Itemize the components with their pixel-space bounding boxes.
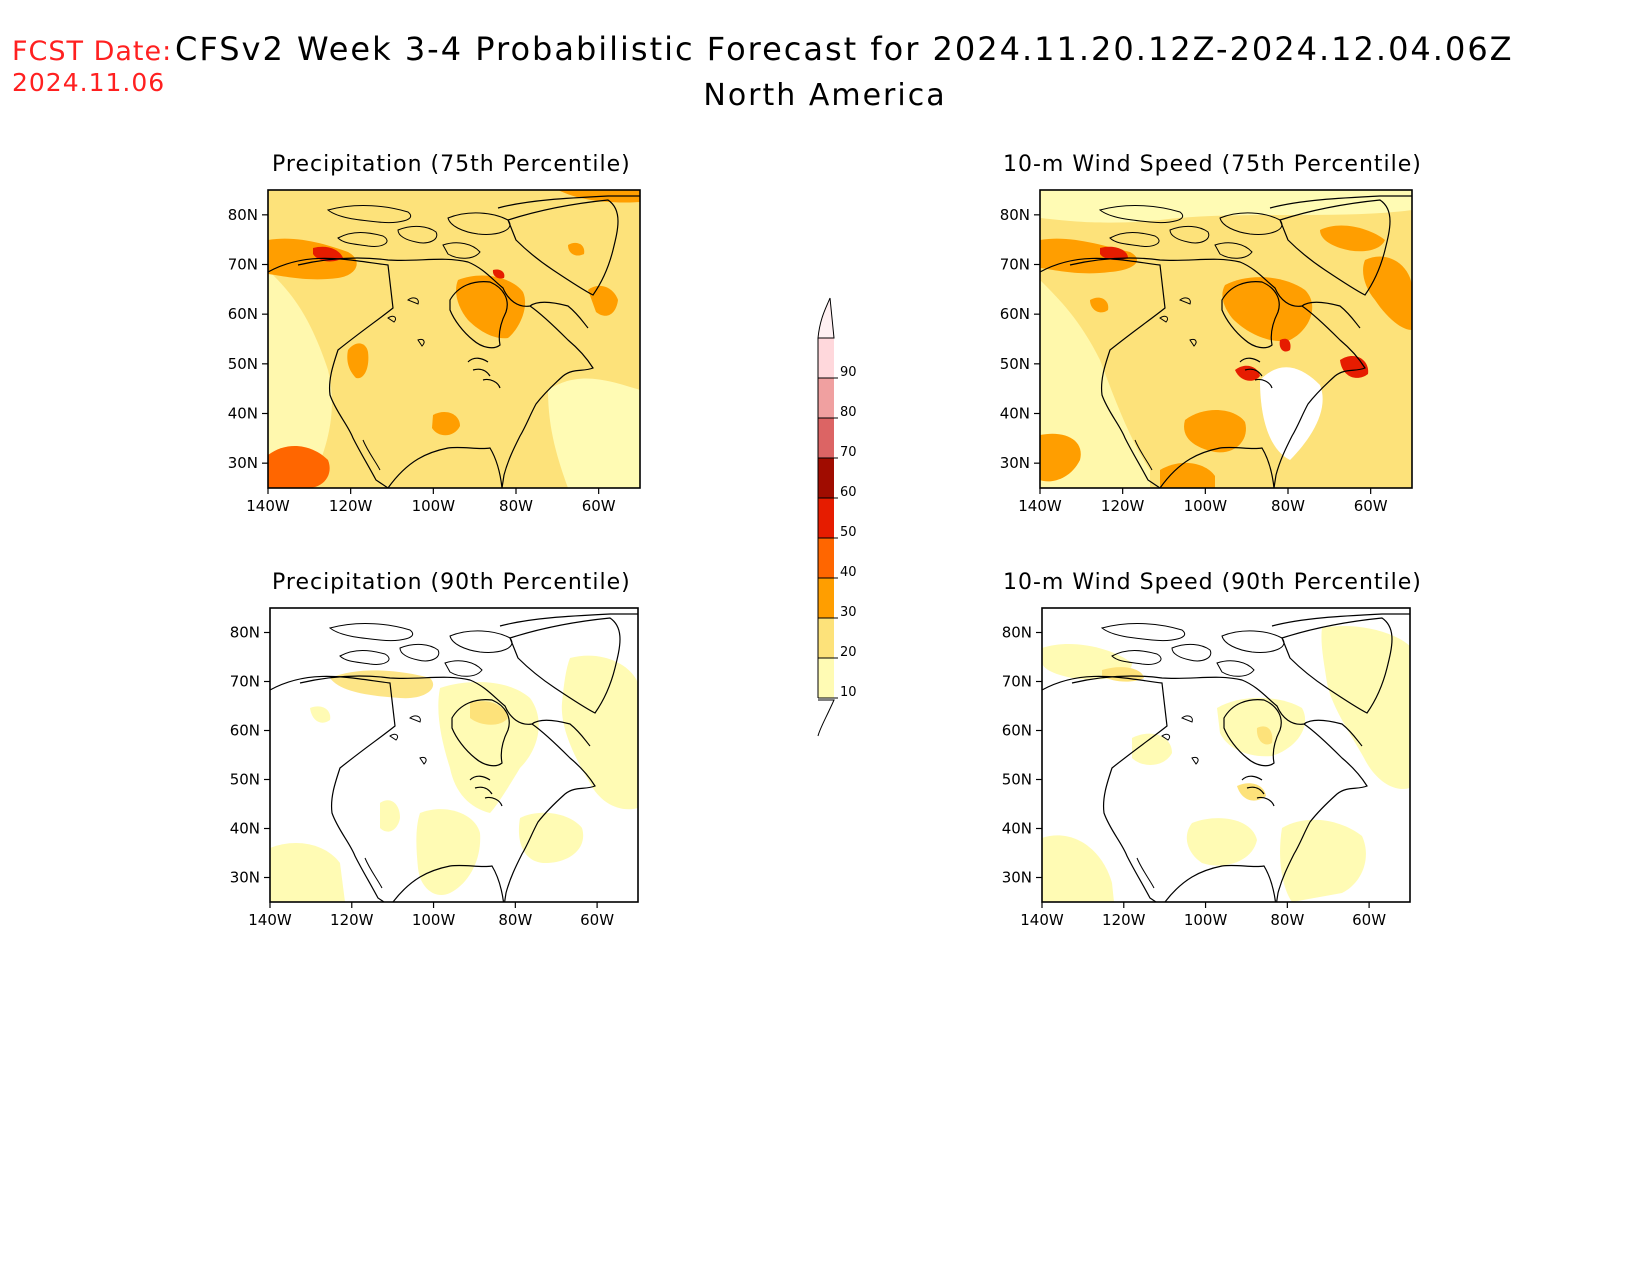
lat-tick-label: 60N: [1000, 305, 1030, 323]
colorbar-label: 20: [840, 645, 857, 660]
panel-title-precip-90: Precipitation (90th Percentile): [272, 570, 631, 595]
lat-tick-label: 40N: [1002, 820, 1032, 838]
lon-tick-label: 140W: [1018, 497, 1062, 515]
lon-tick-label: 140W: [246, 497, 290, 515]
lat-tick-label: 50N: [1000, 355, 1030, 373]
lat-tick-label: 50N: [228, 355, 258, 373]
lat-tick-label: 70N: [228, 256, 258, 274]
lon-tick-label: 100W: [412, 497, 456, 515]
colorbar-label: 30: [840, 605, 857, 620]
colorbar-label: 70: [840, 445, 857, 460]
lat-tick-label: 60N: [1002, 722, 1032, 740]
lon-tick-label: 140W: [248, 911, 292, 929]
lon-tick-label: 60W: [580, 911, 614, 929]
lat-tick-label: 30N: [230, 869, 260, 887]
lat-tick-label: 40N: [1000, 405, 1030, 423]
lat-tick-label: 60N: [228, 305, 258, 323]
map-panel-wind-75: [1039, 189, 1413, 489]
map-panel-precip-75: [267, 189, 641, 489]
lat-tick-label: 50N: [1002, 771, 1032, 789]
lon-tick-label: 60W: [1354, 497, 1388, 515]
colorbar-label: 10: [840, 685, 857, 700]
lat-tick-label: 70N: [230, 673, 260, 691]
panel-title-wind-90: 10-m Wind Speed (90th Percentile): [1003, 570, 1422, 595]
fcst-date-value: 2024.11.06: [12, 68, 166, 97]
colorbar-segment: [818, 658, 834, 698]
colorbar-bottom-cap: [817, 699, 835, 737]
colorbar-label: 80: [840, 405, 857, 420]
colorbar-segment: [818, 378, 834, 418]
colorbar-segment: [818, 578, 834, 618]
page-title: CFSv2 Week 3-4 Probabilistic Forecast fo…: [175, 30, 1514, 68]
lon-tick-label: 100W: [412, 911, 456, 929]
colorbar-label: 60: [840, 485, 857, 500]
lat-tick-label: 50N: [230, 771, 260, 789]
lat-tick-label: 70N: [1000, 256, 1030, 274]
lon-tick-label: 80W: [499, 497, 533, 515]
lon-tick-label: 100W: [1184, 497, 1228, 515]
lon-tick-label: 80W: [1270, 911, 1304, 929]
lon-tick-label: 120W: [329, 497, 373, 515]
colorbar: 10 20 30 40 50 60 70 80 90: [817, 297, 857, 737]
lat-tick-label: 70N: [1002, 673, 1032, 691]
map-panel-precip-90: [269, 607, 639, 903]
colorbar-segment: [818, 338, 834, 378]
lat-tick-label: 80N: [1002, 624, 1032, 642]
colorbar-segment: [818, 538, 834, 578]
lon-tick-label: 80W: [1271, 497, 1305, 515]
region-subtitle: North America: [703, 78, 947, 113]
lon-tick-label: 60W: [1352, 911, 1386, 929]
fcst-date-label: FCST Date:: [12, 36, 173, 67]
lon-tick-label: 120W: [1101, 497, 1145, 515]
colorbar-segment: [818, 618, 834, 658]
colorbar-label: 40: [840, 565, 857, 580]
lon-tick-label: 60W: [582, 497, 616, 515]
panel-title-wind-75: 10-m Wind Speed (75th Percentile): [1003, 152, 1422, 177]
lat-tick-label: 30N: [228, 454, 258, 472]
lat-tick-label: 80N: [1000, 206, 1030, 224]
lon-tick-label: 140W: [1020, 911, 1064, 929]
lon-tick-label: 120W: [1102, 911, 1146, 929]
lat-tick-label: 30N: [1000, 454, 1030, 472]
lat-tick-label: 40N: [230, 820, 260, 838]
lon-tick-label: 100W: [1184, 911, 1228, 929]
colorbar-label: 90: [840, 365, 857, 380]
lat-tick-label: 30N: [1002, 869, 1032, 887]
map-panel-wind-90: [1041, 607, 1411, 903]
lat-tick-label: 60N: [230, 722, 260, 740]
lon-tick-label: 80W: [498, 911, 532, 929]
lat-tick-label: 40N: [228, 405, 258, 423]
panel-title-precip-75: Precipitation (75th Percentile): [272, 152, 631, 177]
lon-tick-label: 120W: [330, 911, 374, 929]
colorbar-segment: [818, 458, 834, 498]
colorbar-top-cap: [817, 297, 835, 339]
lat-tick-label: 80N: [230, 624, 260, 642]
colorbar-label: 50: [840, 525, 857, 540]
lat-tick-label: 80N: [228, 206, 258, 224]
colorbar-segment: [818, 498, 834, 538]
colorbar-segment: [818, 418, 834, 458]
